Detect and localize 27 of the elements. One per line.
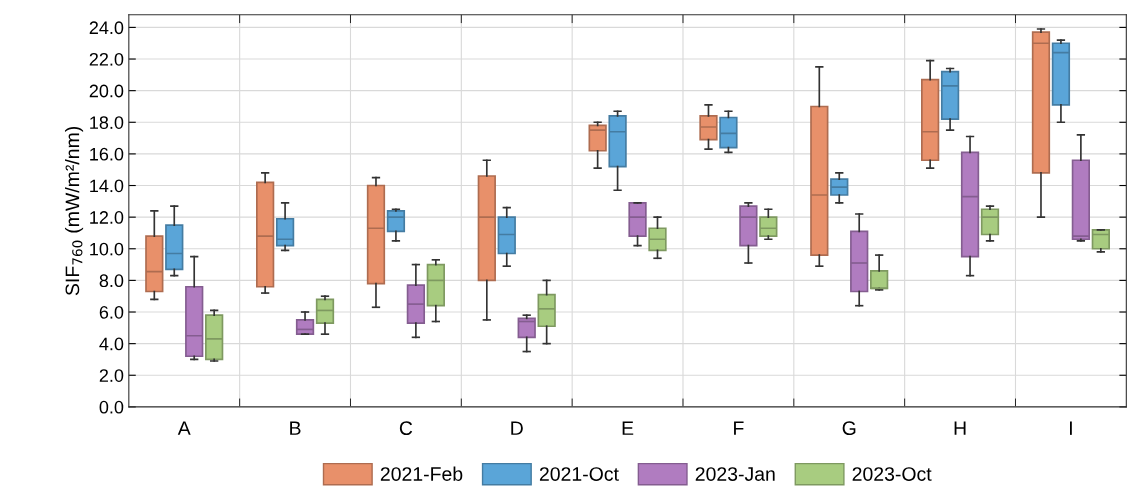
x-tick-label: F xyxy=(734,421,744,435)
y-tick-label: 4.0 xyxy=(99,337,124,351)
x-tick-label: H xyxy=(954,421,966,435)
y-tick-label: 12.0 xyxy=(90,211,124,224)
y-tick-label: 2.0 xyxy=(99,369,124,382)
x-tick-label: C xyxy=(399,421,413,436)
legend-label: 2021-Feb xyxy=(380,466,463,481)
x-tick-label: B xyxy=(290,421,301,435)
y-tick-label: 10.0 xyxy=(90,242,124,256)
y-axis-title: SIF$_{760}$ (mW/m²/nm) xyxy=(64,126,84,296)
y-tick-label: 24.0 xyxy=(89,21,124,35)
y-tick-label: 0.0 xyxy=(99,400,124,414)
legend-label: 2023-Jan xyxy=(695,467,775,481)
y-tick-label: 20.0 xyxy=(89,84,124,98)
y-tick-label: 8.0 xyxy=(99,274,124,288)
y-tick-label: 6.0 xyxy=(99,305,124,319)
x-tick-label: I xyxy=(1070,421,1072,435)
y-tick-label: 16.0 xyxy=(90,147,124,161)
x-tick-label: G xyxy=(842,421,856,436)
y-tick-label: 18.0 xyxy=(90,116,124,129)
y-tick-label: 22.0 xyxy=(89,52,124,66)
x-tick-label: A xyxy=(177,421,191,435)
x-tick-label: E xyxy=(622,421,634,435)
legend-label: 2023-Oct xyxy=(852,467,932,481)
y-tick-label: 14.0 xyxy=(90,179,124,193)
x-tick-label: D xyxy=(511,421,523,435)
legend-label: 2021-Oct xyxy=(539,467,619,481)
